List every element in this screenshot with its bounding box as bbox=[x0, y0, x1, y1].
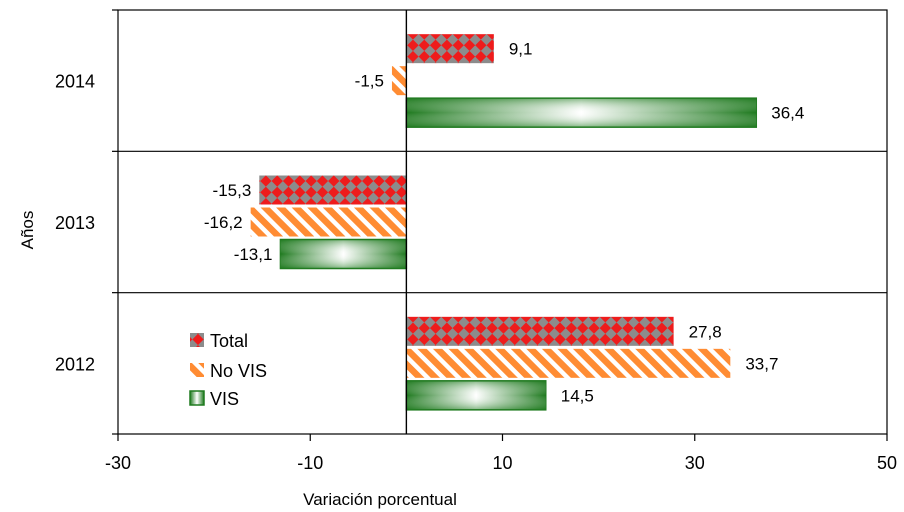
y-axis-title: Años bbox=[18, 211, 37, 250]
x-tick-label: 50 bbox=[877, 453, 897, 473]
bar-vis-2012-shade bbox=[406, 380, 546, 410]
data-label-vis-2012: 14,5 bbox=[561, 386, 594, 405]
x-axis: -30 -10 10 30 50 bbox=[105, 9, 897, 473]
bar-total-2012 bbox=[406, 316, 674, 346]
bar-vis-2014-shade bbox=[406, 98, 757, 128]
y-tick-label-2013: 2013 bbox=[55, 213, 95, 233]
legend: Total No VIS VIS bbox=[189, 331, 267, 409]
data-labels: 9,1 -1,5 36,4 -15,3 -16,2 -13,1 27,8 33,7 14,5 bbox=[204, 40, 804, 406]
data-label-no-vis-2013: -16,2 bbox=[204, 213, 243, 232]
legend-swatch-vis bbox=[189, 390, 205, 406]
bar-no-vis-2013 bbox=[250, 207, 407, 237]
y-tick-label-2012: 2012 bbox=[55, 354, 95, 374]
x-tick-label: -10 bbox=[297, 453, 323, 473]
legend-swatch-total bbox=[190, 333, 204, 347]
x-axis-title: Variación porcentual bbox=[303, 490, 457, 509]
data-label-total-2014: 9,1 bbox=[509, 40, 533, 59]
bar-total-2014 bbox=[406, 34, 494, 64]
legend-item-no-vis: No VIS bbox=[190, 361, 267, 381]
y-axis-labels: 2014 2013 2012 bbox=[55, 72, 95, 375]
x-tick-label: 30 bbox=[685, 453, 705, 473]
category-separators bbox=[118, 10, 887, 434]
x-tick-label: 10 bbox=[492, 453, 512, 473]
bars-layer bbox=[250, 34, 758, 411]
data-label-no-vis-2012: 33,7 bbox=[745, 354, 778, 373]
legend-label-no-vis: No VIS bbox=[210, 361, 267, 381]
data-label-vis-2013: -13,1 bbox=[234, 245, 273, 264]
legend-item-vis: VIS bbox=[189, 389, 239, 409]
data-label-vis-2014: 36,4 bbox=[771, 104, 804, 123]
legend-label-vis: VIS bbox=[210, 389, 239, 409]
bar-total-2013 bbox=[259, 175, 407, 205]
bar-no-vis-2014 bbox=[391, 66, 407, 96]
legend-item-total: Total bbox=[190, 331, 248, 351]
legend-label-total: Total bbox=[210, 331, 248, 351]
legend-swatch-no-vis bbox=[190, 363, 204, 377]
data-label-no-vis-2014: -1,5 bbox=[355, 72, 384, 91]
x-tick-label: -30 bbox=[105, 453, 131, 473]
y-tick-label-2014: 2014 bbox=[55, 72, 95, 92]
bar-vis-2013-shade bbox=[280, 239, 407, 269]
bar-no-vis-2012 bbox=[406, 348, 731, 378]
data-label-total-2013: -15,3 bbox=[213, 181, 252, 200]
data-label-total-2012: 27,8 bbox=[689, 322, 722, 341]
